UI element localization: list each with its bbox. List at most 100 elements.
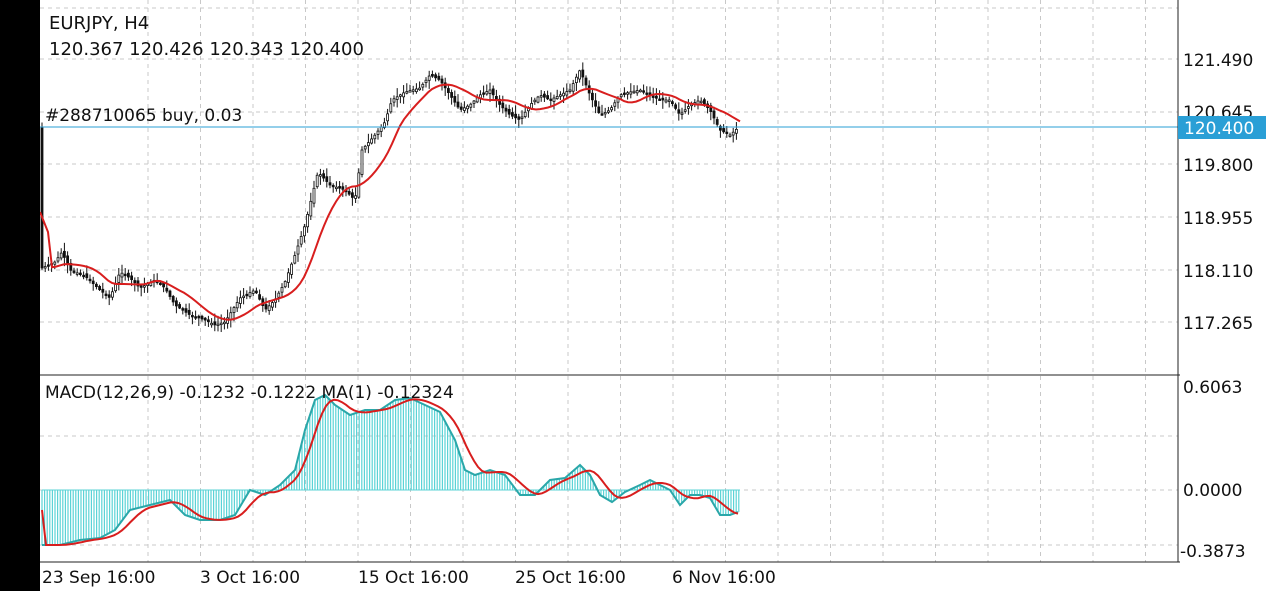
candle-body: [591, 92, 594, 101]
candle-body: [632, 90, 636, 94]
price-tick: 117.265: [1183, 314, 1253, 334]
candle-body: [376, 130, 380, 135]
candle-body: [414, 88, 418, 93]
candle-body: [210, 322, 214, 326]
candle-body: [722, 128, 725, 133]
candle-body: [127, 272, 130, 278]
candle-body: [578, 70, 581, 80]
candle-body: [213, 321, 217, 326]
candle-body: [504, 107, 508, 112]
candle-body: [386, 113, 390, 122]
candle-body: [559, 94, 562, 97]
candle-body: [674, 104, 677, 109]
candle-body: [699, 100, 703, 104]
candle-body: [485, 91, 489, 95]
candle-body: [635, 90, 639, 94]
candle-body: [642, 90, 645, 93]
candle-body: [120, 272, 124, 278]
candle-body: [56, 257, 60, 262]
candle-body: [725, 131, 729, 135]
macd-tick: 0.6063: [1183, 378, 1242, 398]
candle-body: [136, 280, 140, 287]
candle-body: [517, 116, 521, 120]
candle-body: [510, 112, 514, 117]
macd-signal-line: [41, 398, 739, 546]
candle-body: [338, 186, 342, 189]
time-axis: 23 Sep 16:00 3 Oct 16:00 15 Oct 16:00 25…: [42, 568, 776, 588]
candle-body: [597, 106, 601, 113]
candle-body: [117, 274, 121, 283]
candle-body: [302, 226, 306, 237]
candle-body: [719, 125, 722, 131]
price-tick: 119.800: [1183, 156, 1253, 176]
macd-tick: -0.3873: [1180, 542, 1246, 562]
candle-body: [398, 94, 402, 97]
candle-body: [95, 283, 98, 288]
candle-body: [72, 270, 76, 273]
candle-body: [491, 88, 495, 96]
candle-body: [299, 235, 303, 245]
candle-body: [63, 250, 66, 258]
time-tick: 3 Oct 16:00: [200, 568, 300, 588]
candle-body: [655, 95, 658, 99]
order-label[interactable]: #288710065 buy, 0.03: [45, 106, 242, 126]
candle-body: [382, 122, 386, 128]
candle-body: [639, 89, 642, 93]
candle-body: [258, 294, 262, 300]
price-chart[interactable]: EURJPY, H4 120.367 120.426 120.343 120.4…: [40, 0, 1280, 591]
candle-body: [248, 292, 252, 297]
candle-body: [395, 96, 399, 100]
candle-body: [40, 127, 44, 269]
price-axis: 121.490 120.645 119.800 118.955 118.110 …: [1183, 51, 1253, 334]
candle-body: [334, 186, 338, 190]
chart-grid: [40, 0, 1178, 562]
candle-body: [203, 317, 207, 321]
candle-body: [450, 92, 454, 98]
price-tick: 118.955: [1183, 209, 1253, 229]
candle-body: [549, 98, 553, 101]
candle-body: [235, 302, 239, 309]
macd-label: MACD(12,26,9) -0.1232 -0.1222 MA(1) -0.1…: [45, 383, 454, 403]
candle-body: [174, 300, 178, 307]
current-price-value: 120.400: [1184, 119, 1254, 139]
candle-body: [610, 107, 613, 111]
candle-body: [306, 213, 310, 228]
candle-body: [594, 100, 597, 107]
candle-body: [680, 112, 684, 115]
candle-body: [366, 142, 370, 147]
candle-body: [728, 134, 732, 137]
candle-body: [571, 83, 575, 92]
candle-body: [280, 286, 284, 293]
candle-body: [619, 94, 623, 98]
candle-body: [312, 187, 316, 204]
candle-body: [270, 302, 274, 308]
candle-body: [514, 113, 517, 119]
candle-body: [238, 297, 242, 304]
candle-body: [687, 106, 690, 109]
candle-body: [568, 89, 572, 92]
candle-body: [290, 263, 294, 275]
candle-body: [206, 319, 210, 323]
candle-body: [488, 89, 492, 94]
candle-body: [683, 109, 687, 112]
current-price-badge: [1178, 116, 1266, 139]
candle-body: [424, 79, 428, 83]
candle-body: [507, 108, 511, 115]
candle-body: [546, 95, 549, 100]
candle-body: [142, 285, 146, 288]
candle-body: [584, 77, 588, 86]
candle-body: [354, 195, 358, 199]
candle-body: [283, 281, 287, 288]
candle-body: [562, 92, 565, 97]
candle-body: [82, 274, 85, 278]
candle-body: [184, 308, 188, 313]
candle-body: [85, 273, 89, 279]
candle-body: [453, 96, 457, 103]
chart-area[interactable]: EURJPY, H4 120.367 120.426 120.343 120.4…: [40, 0, 1280, 591]
candle-body: [200, 315, 204, 320]
ohlc-label: 120.367 120.426 120.343 120.400: [49, 39, 364, 60]
candle-body: [101, 288, 105, 293]
time-tick: 25 Oct 16:00: [515, 568, 626, 588]
candle-body: [325, 176, 329, 182]
candle-body: [328, 182, 332, 186]
